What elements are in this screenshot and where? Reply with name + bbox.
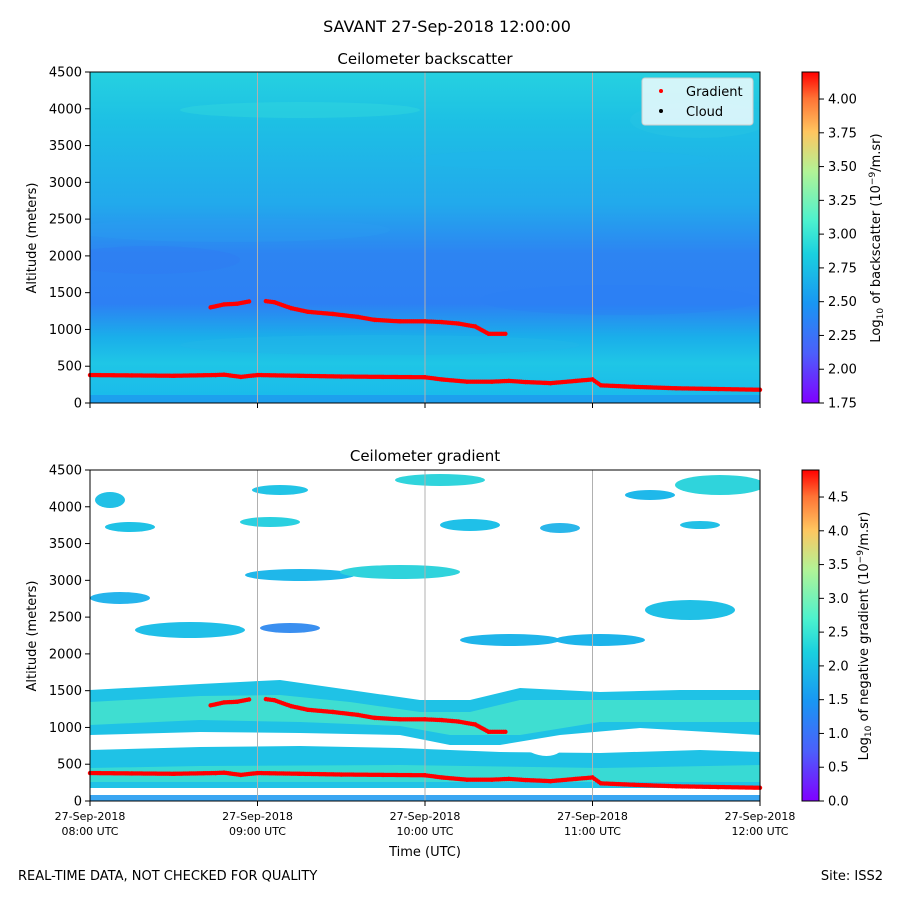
gradient-y-ticks: 0 500 1000 1500 2000 2500 3000 3500 4000 4500 [49, 464, 90, 810]
gradient-series-top [87, 298, 763, 392]
x-tick-time: 12:00 UTC [731, 825, 788, 838]
backscatter-colorbar-ticks: 1.75 2.00 2.25 2.50 2.75 3.00 3.25 3.50 3.75 4.00 [819, 93, 857, 412]
gradient-grid [257, 470, 593, 801]
x-tick-date: 27-Sep-2018 [222, 810, 293, 823]
gradient-ylabel: Altitude (meters) [25, 581, 40, 692]
y-tick-label: 500 [57, 360, 82, 375]
gradient-title: Ceilometer gradient [350, 447, 500, 465]
colorbar-tick-label: 2.5 [828, 626, 849, 641]
colorbar-tick-label: 4.0 [828, 524, 849, 539]
y-tick-label: 2500 [49, 611, 82, 626]
y-tick-label: 1500 [49, 684, 82, 699]
x-tick-time: 11:00 UTC [564, 825, 621, 838]
gradient-panel: Ceilometer gradient [25, 447, 874, 860]
backscatter-colorbar: 1.75 2.00 2.25 2.50 2.75 3.00 3.25 3.50 3.75 4.00… [801, 71, 886, 412]
colorbar-tick-label: 2.00 [828, 363, 857, 378]
colorbar-tick-label: 1.0 [828, 727, 849, 742]
x-tick-date: 27-Sep-2018 [725, 810, 796, 823]
colorbar-tick-label: 3.0 [828, 592, 849, 607]
backscatter-ylabel: Altitude (meters) [25, 183, 40, 294]
gradient-colorbar-ticks: 0.0 0.5 1.0 1.5 2.0 2.5 3.0 3.5 4.0 4.5 [819, 491, 849, 810]
y-tick-label: 4500 [49, 464, 82, 479]
backscatter-panel: Ceilometer backscatter 0 500 1000 1500 2000 2… [25, 50, 886, 412]
y-tick-label: 0 [74, 397, 82, 412]
y-tick-label: 1500 [49, 286, 82, 301]
x-tick-time: 08:00 UTC [61, 825, 118, 838]
backscatter-grid [257, 72, 593, 403]
gradient-point [246, 697, 252, 702]
site-label: Site: ISS2 [820, 869, 883, 884]
y-tick-label: 2000 [49, 249, 82, 264]
backscatter-colorbar-label: Log10 of backscatter (10−9/m.sr) [868, 133, 886, 342]
x-tick-time: 09:00 UTC [229, 825, 286, 838]
gradient-point [503, 729, 508, 735]
y-tick-label: 3000 [49, 176, 82, 191]
y-tick-label: 0 [74, 795, 82, 810]
y-tick-label: 3500 [49, 139, 82, 154]
x-tick-time: 10:00 UTC [396, 825, 453, 838]
y-tick-label: 1000 [49, 323, 82, 338]
gradient-colorbar: 0.0 0.5 1.0 1.5 2.0 2.5 3.0 3.5 4.0 4.5 Log10 of … [801, 469, 874, 810]
y-tick-label: 2500 [49, 213, 82, 228]
legend-gradient-marker [659, 89, 663, 93]
colorbar-tick-label: 1.5 [828, 693, 849, 708]
colorbar-tick-label: 2.50 [828, 295, 857, 310]
y-tick-label: 2000 [49, 647, 82, 662]
colorbar-tick-label: 3.75 [828, 126, 857, 141]
quality-disclaimer: REAL-TIME DATA, NOT CHECKED FOR QUALITY [18, 869, 318, 884]
gradient-field [90, 470, 760, 801]
colorbar-tick-label: 2.25 [828, 329, 857, 344]
x-tick-date: 27-Sep-2018 [390, 810, 461, 823]
colorbar-tick-label: 0.5 [828, 761, 849, 776]
backscatter-y-ticks: 0 500 1000 1500 2000 2500 3000 3500 4000 4500 [49, 66, 90, 412]
colorbar-tick-label: 3.50 [828, 160, 857, 175]
legend-cloud-label: Cloud [686, 105, 723, 120]
colorbar-tick-label: 3.00 [828, 228, 857, 243]
gradient-point [503, 331, 508, 337]
gradient-colorbar-label: Log10 of negative gradient (10−9/m.sr) [856, 512, 874, 761]
y-tick-label: 500 [57, 758, 82, 773]
x-tick-date: 27-Sep-2018 [55, 810, 126, 823]
y-tick-label: 1000 [49, 721, 82, 736]
gradient-x-ticks: 27-Sep-2018 08:00 UTC 27-Sep-2018 09:00 UTC… [55, 801, 796, 838]
y-tick-label: 4000 [49, 102, 82, 117]
colorbar-tick-label: 2.0 [828, 659, 849, 674]
colorbar-tick-label: 3.25 [828, 194, 857, 209]
legend: Gradient Cloud [641, 77, 754, 126]
colorbar-tick-label: 1.75 [828, 397, 857, 412]
gradient-xlabel: Time (UTC) [388, 845, 461, 860]
y-tick-label: 3000 [49, 574, 82, 589]
y-tick-label: 4500 [49, 66, 82, 81]
colorbar-tick-label: 4.00 [828, 93, 857, 108]
gradient-point [246, 299, 252, 304]
backscatter-title: Ceilometer backscatter [337, 50, 513, 68]
gradient-series-bottom [87, 696, 763, 790]
figure-title: SAVANT 27-Sep-2018 12:00:00 [323, 17, 571, 36]
colorbar-tick-label: 4.5 [828, 491, 849, 506]
x-tick-date: 27-Sep-2018 [557, 810, 628, 823]
legend-cloud-marker [659, 109, 663, 113]
y-tick-label: 3500 [49, 537, 82, 552]
y-tick-label: 4000 [49, 500, 82, 515]
colorbar-tick-label: 0.0 [828, 795, 849, 810]
colorbar-tick-label: 2.75 [828, 261, 857, 276]
colorbar-tick-label: 3.5 [828, 558, 849, 573]
backscatter-x-ticks [89, 403, 761, 408]
legend-gradient-label: Gradient [686, 85, 743, 100]
